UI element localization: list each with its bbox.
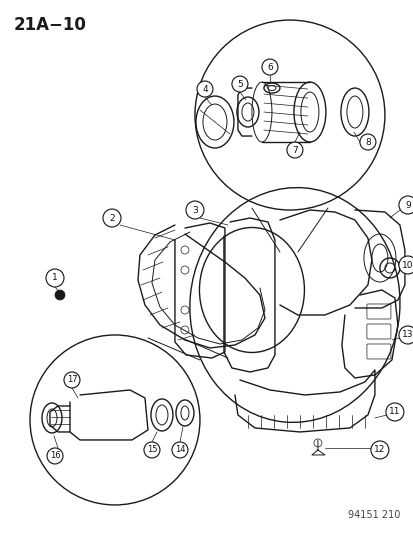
Circle shape — [398, 326, 413, 344]
Circle shape — [197, 81, 212, 97]
Text: 13: 13 — [401, 330, 413, 340]
Circle shape — [398, 196, 413, 214]
Text: 8: 8 — [364, 138, 370, 147]
Circle shape — [286, 142, 302, 158]
Circle shape — [46, 269, 64, 287]
Circle shape — [64, 372, 80, 388]
Circle shape — [370, 441, 388, 459]
Circle shape — [55, 290, 65, 300]
Circle shape — [231, 76, 247, 92]
Text: 1: 1 — [52, 273, 58, 282]
Text: 4: 4 — [202, 85, 207, 93]
Text: 3: 3 — [192, 206, 197, 214]
Text: 16: 16 — [50, 451, 60, 461]
Text: 12: 12 — [373, 446, 385, 455]
Circle shape — [103, 209, 121, 227]
Text: 9: 9 — [404, 200, 410, 209]
Text: 17: 17 — [66, 375, 77, 384]
Text: 5: 5 — [237, 79, 242, 88]
Circle shape — [185, 201, 204, 219]
Text: 94151 210: 94151 210 — [347, 510, 399, 520]
Circle shape — [47, 448, 63, 464]
Circle shape — [144, 442, 159, 458]
Text: 10: 10 — [401, 261, 413, 270]
Text: 21A−10: 21A−10 — [14, 16, 87, 34]
Circle shape — [261, 59, 277, 75]
Circle shape — [171, 442, 188, 458]
Text: 7: 7 — [291, 146, 297, 155]
Circle shape — [359, 134, 375, 150]
Text: 14: 14 — [174, 446, 185, 455]
Text: 2: 2 — [109, 214, 114, 222]
Circle shape — [398, 256, 413, 274]
Text: 15: 15 — [146, 446, 157, 455]
Circle shape — [385, 403, 403, 421]
Text: 6: 6 — [266, 62, 272, 71]
Text: 11: 11 — [388, 407, 400, 416]
